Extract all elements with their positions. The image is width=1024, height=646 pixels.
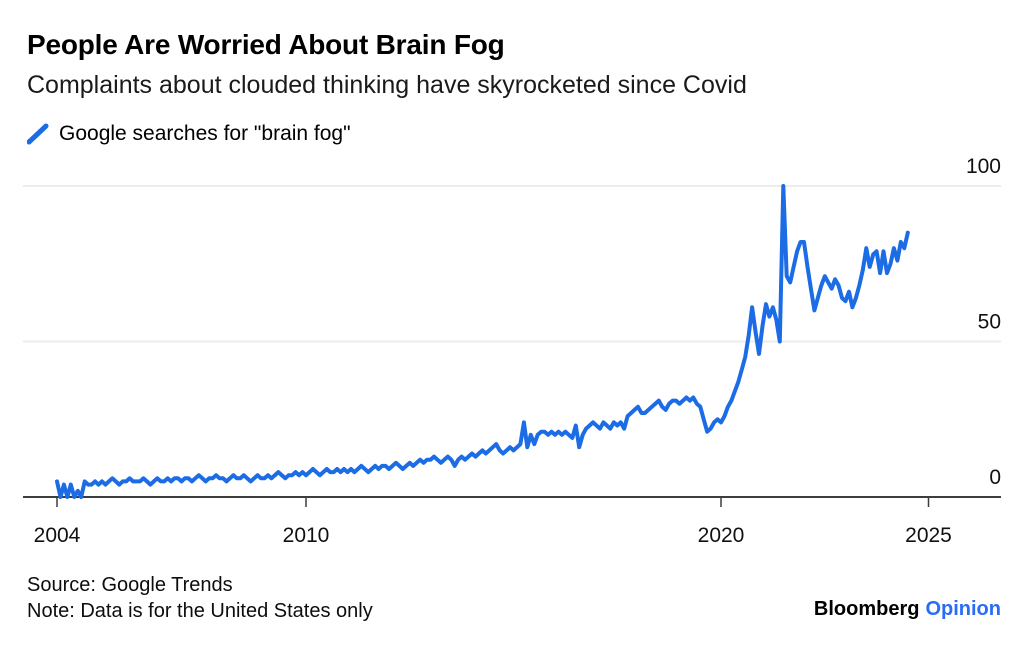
footer: Source: Google Trends Note: Data is for …: [27, 572, 373, 624]
legend-line-icon: [27, 123, 49, 145]
note-text: Note: Data is for the United States only: [27, 600, 373, 622]
chart-subtitle: Complaints about clouded thinking have s…: [27, 70, 747, 99]
legend-label: Google searches for "brain fog": [59, 122, 351, 145]
y-tick-label: 50: [978, 311, 1001, 334]
x-tick-label: 2025: [905, 524, 952, 547]
brand-bloomberg: Bloomberg: [813, 598, 920, 620]
brand-logo: Bloomberg Opinion: [814, 598, 1001, 621]
x-tick-label: 2020: [698, 524, 745, 547]
x-tick-label: 2004: [34, 524, 81, 547]
chart-title: People Are Worried About Brain Fog: [27, 29, 505, 60]
header: People Are Worried About Brain Fog Compl…: [27, 28, 747, 100]
brand-opinion: Opinion: [925, 598, 1001, 620]
legend: Google searches for "brain fog": [27, 122, 351, 146]
data-line: [55, 184, 910, 499]
source-text: Source: Google Trends: [27, 574, 233, 596]
x-tick-label: 2010: [283, 524, 330, 547]
y-tick-label: 0: [989, 466, 1001, 489]
y-tick-label: 100: [966, 155, 1001, 178]
